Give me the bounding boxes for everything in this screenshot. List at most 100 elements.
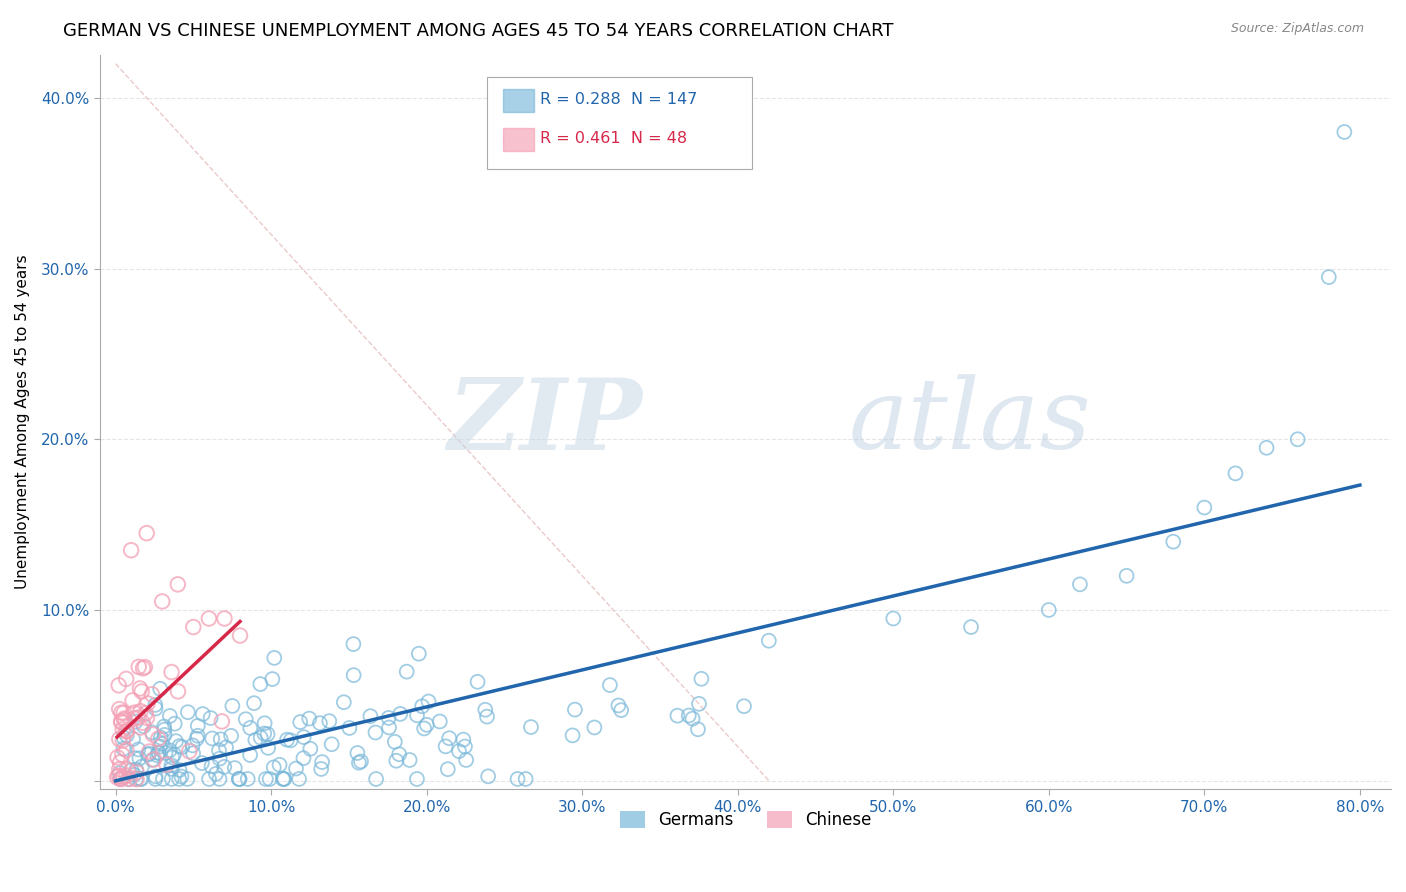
Point xyxy=(285,762,308,776)
Point xyxy=(150,594,173,608)
Point xyxy=(682,712,704,726)
Point xyxy=(128,751,150,765)
Point xyxy=(121,693,143,707)
Point xyxy=(149,739,172,754)
FancyBboxPatch shape xyxy=(503,128,534,152)
Point xyxy=(292,751,315,765)
Point xyxy=(129,704,152,718)
Point xyxy=(149,731,172,745)
Point xyxy=(122,731,145,746)
Point xyxy=(467,674,489,689)
Point xyxy=(384,735,406,749)
Point xyxy=(1256,441,1278,455)
Point xyxy=(610,703,633,717)
Text: ZIP: ZIP xyxy=(447,374,643,470)
Point xyxy=(474,703,496,717)
Point xyxy=(108,756,131,770)
Point xyxy=(148,746,170,760)
Point xyxy=(245,733,267,747)
Point xyxy=(454,739,477,754)
Point xyxy=(131,759,153,773)
Point xyxy=(253,716,276,731)
Point xyxy=(436,762,458,776)
Point xyxy=(111,733,134,747)
Point xyxy=(170,770,193,784)
Point xyxy=(343,668,366,682)
Point xyxy=(120,543,142,558)
Point xyxy=(125,772,148,786)
Point xyxy=(395,665,418,679)
Point xyxy=(141,753,163,767)
Point xyxy=(124,751,146,765)
Point xyxy=(298,712,321,726)
Point xyxy=(179,744,201,758)
Point xyxy=(125,765,148,780)
Point xyxy=(115,768,138,782)
FancyBboxPatch shape xyxy=(503,89,534,112)
Point xyxy=(506,772,529,786)
Point xyxy=(564,703,586,717)
Text: R = 0.461  N = 48: R = 0.461 N = 48 xyxy=(540,130,688,145)
Point xyxy=(108,702,131,716)
Point xyxy=(115,743,138,757)
Point xyxy=(257,740,280,755)
Point xyxy=(165,734,187,748)
Point xyxy=(236,772,259,786)
Point xyxy=(733,699,755,714)
Point xyxy=(115,724,138,739)
Point xyxy=(136,747,159,762)
Point xyxy=(477,769,499,783)
Point xyxy=(254,772,277,786)
Point xyxy=(108,732,131,747)
Point xyxy=(186,731,208,746)
Point xyxy=(172,739,194,754)
Point xyxy=(115,724,138,739)
Point xyxy=(249,731,271,745)
Point xyxy=(111,747,134,762)
Point xyxy=(200,711,222,725)
Point xyxy=(271,772,294,786)
Point xyxy=(561,728,583,742)
Point xyxy=(163,747,186,762)
Point xyxy=(198,772,221,786)
Point xyxy=(125,714,148,729)
Point xyxy=(153,723,176,737)
Legend: Germans, Chinese: Germans, Chinese xyxy=(613,805,879,836)
Point xyxy=(406,708,429,723)
Point xyxy=(114,711,136,725)
Point xyxy=(960,620,983,634)
Point xyxy=(187,719,209,733)
Point xyxy=(418,694,440,708)
Point xyxy=(131,684,153,698)
Point xyxy=(413,722,436,736)
Point xyxy=(141,725,163,739)
Point xyxy=(599,678,621,692)
Point xyxy=(118,772,141,786)
Point xyxy=(155,746,177,760)
Point xyxy=(112,770,135,784)
Point xyxy=(607,698,630,713)
Point xyxy=(145,769,167,783)
Point xyxy=(136,697,159,711)
Point xyxy=(142,727,165,741)
Point xyxy=(201,731,224,746)
Point xyxy=(262,672,284,686)
Point xyxy=(146,748,169,763)
Point xyxy=(107,768,129,782)
Point xyxy=(152,772,174,786)
Point xyxy=(183,620,205,634)
Point xyxy=(378,721,401,735)
Point xyxy=(132,661,155,675)
Point xyxy=(166,577,188,591)
Point xyxy=(411,699,433,714)
Point xyxy=(112,706,135,720)
Point xyxy=(177,705,200,719)
Point xyxy=(377,711,399,725)
Point xyxy=(214,611,236,625)
Point xyxy=(235,712,257,726)
Point xyxy=(259,772,281,786)
Point xyxy=(434,739,457,754)
Point xyxy=(1115,569,1137,583)
Point xyxy=(160,665,183,679)
Point xyxy=(160,750,183,764)
